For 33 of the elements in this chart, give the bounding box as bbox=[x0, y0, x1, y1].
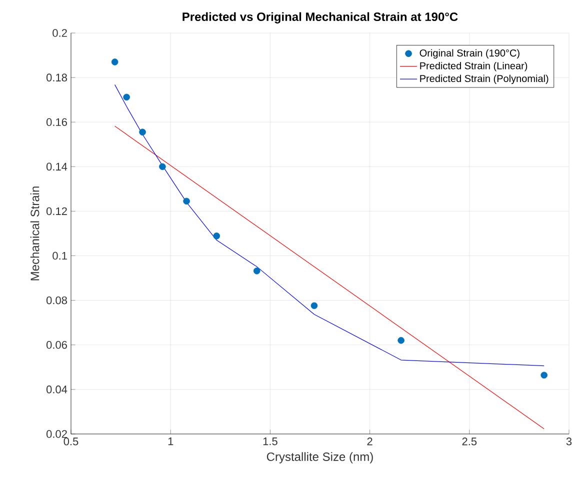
x-tick-label: 0.5 bbox=[64, 438, 78, 446]
point bbox=[139, 128, 146, 136]
point bbox=[159, 163, 166, 170]
x-tick-label: 2.5 bbox=[462, 438, 477, 446]
y-tick-label: 0.02 bbox=[46, 430, 67, 438]
y-tick-label: 0.16 bbox=[46, 118, 67, 126]
legend-label: Predicted Strain (Polynomial) bbox=[420, 74, 548, 84]
point bbox=[398, 337, 404, 344]
y-tick-label: 0.1 bbox=[52, 252, 67, 260]
chart-title: Predicted vs Original Mechanical Strain at 190°C bbox=[182, 12, 458, 24]
point bbox=[310, 302, 318, 310]
legend-label: Original Strain (190°C) bbox=[420, 49, 520, 59]
point bbox=[213, 232, 220, 240]
y-tick-label: 0.2 bbox=[52, 29, 67, 37]
point bbox=[253, 268, 260, 274]
y-tick-label: 0.08 bbox=[46, 296, 67, 304]
x-tick-label: 1 bbox=[168, 438, 174, 446]
y-tick-label: 0.12 bbox=[46, 207, 67, 216]
line-series bbox=[114, 84, 544, 366]
y-tick-label: 0.06 bbox=[46, 340, 67, 349]
x-tick-label: 1.5 bbox=[263, 438, 278, 446]
x-tick-label: 3 bbox=[566, 438, 572, 446]
y-tick-label: 0.04 bbox=[46, 386, 68, 394]
x-tick-label: 2 bbox=[367, 438, 372, 446]
x-axis-title: Crystallite Size (nm) bbox=[266, 452, 373, 464]
point bbox=[123, 94, 130, 101]
point bbox=[111, 58, 118, 66]
point bbox=[183, 198, 190, 205]
y-tick-label: 0.14 bbox=[46, 162, 68, 171]
point bbox=[540, 372, 548, 379]
y-tick-label: 0.18 bbox=[46, 74, 67, 82]
legend-label: Predicted Strain (Linear) bbox=[420, 62, 528, 72]
y-axis-title: Mechanical Strain bbox=[30, 186, 40, 280]
